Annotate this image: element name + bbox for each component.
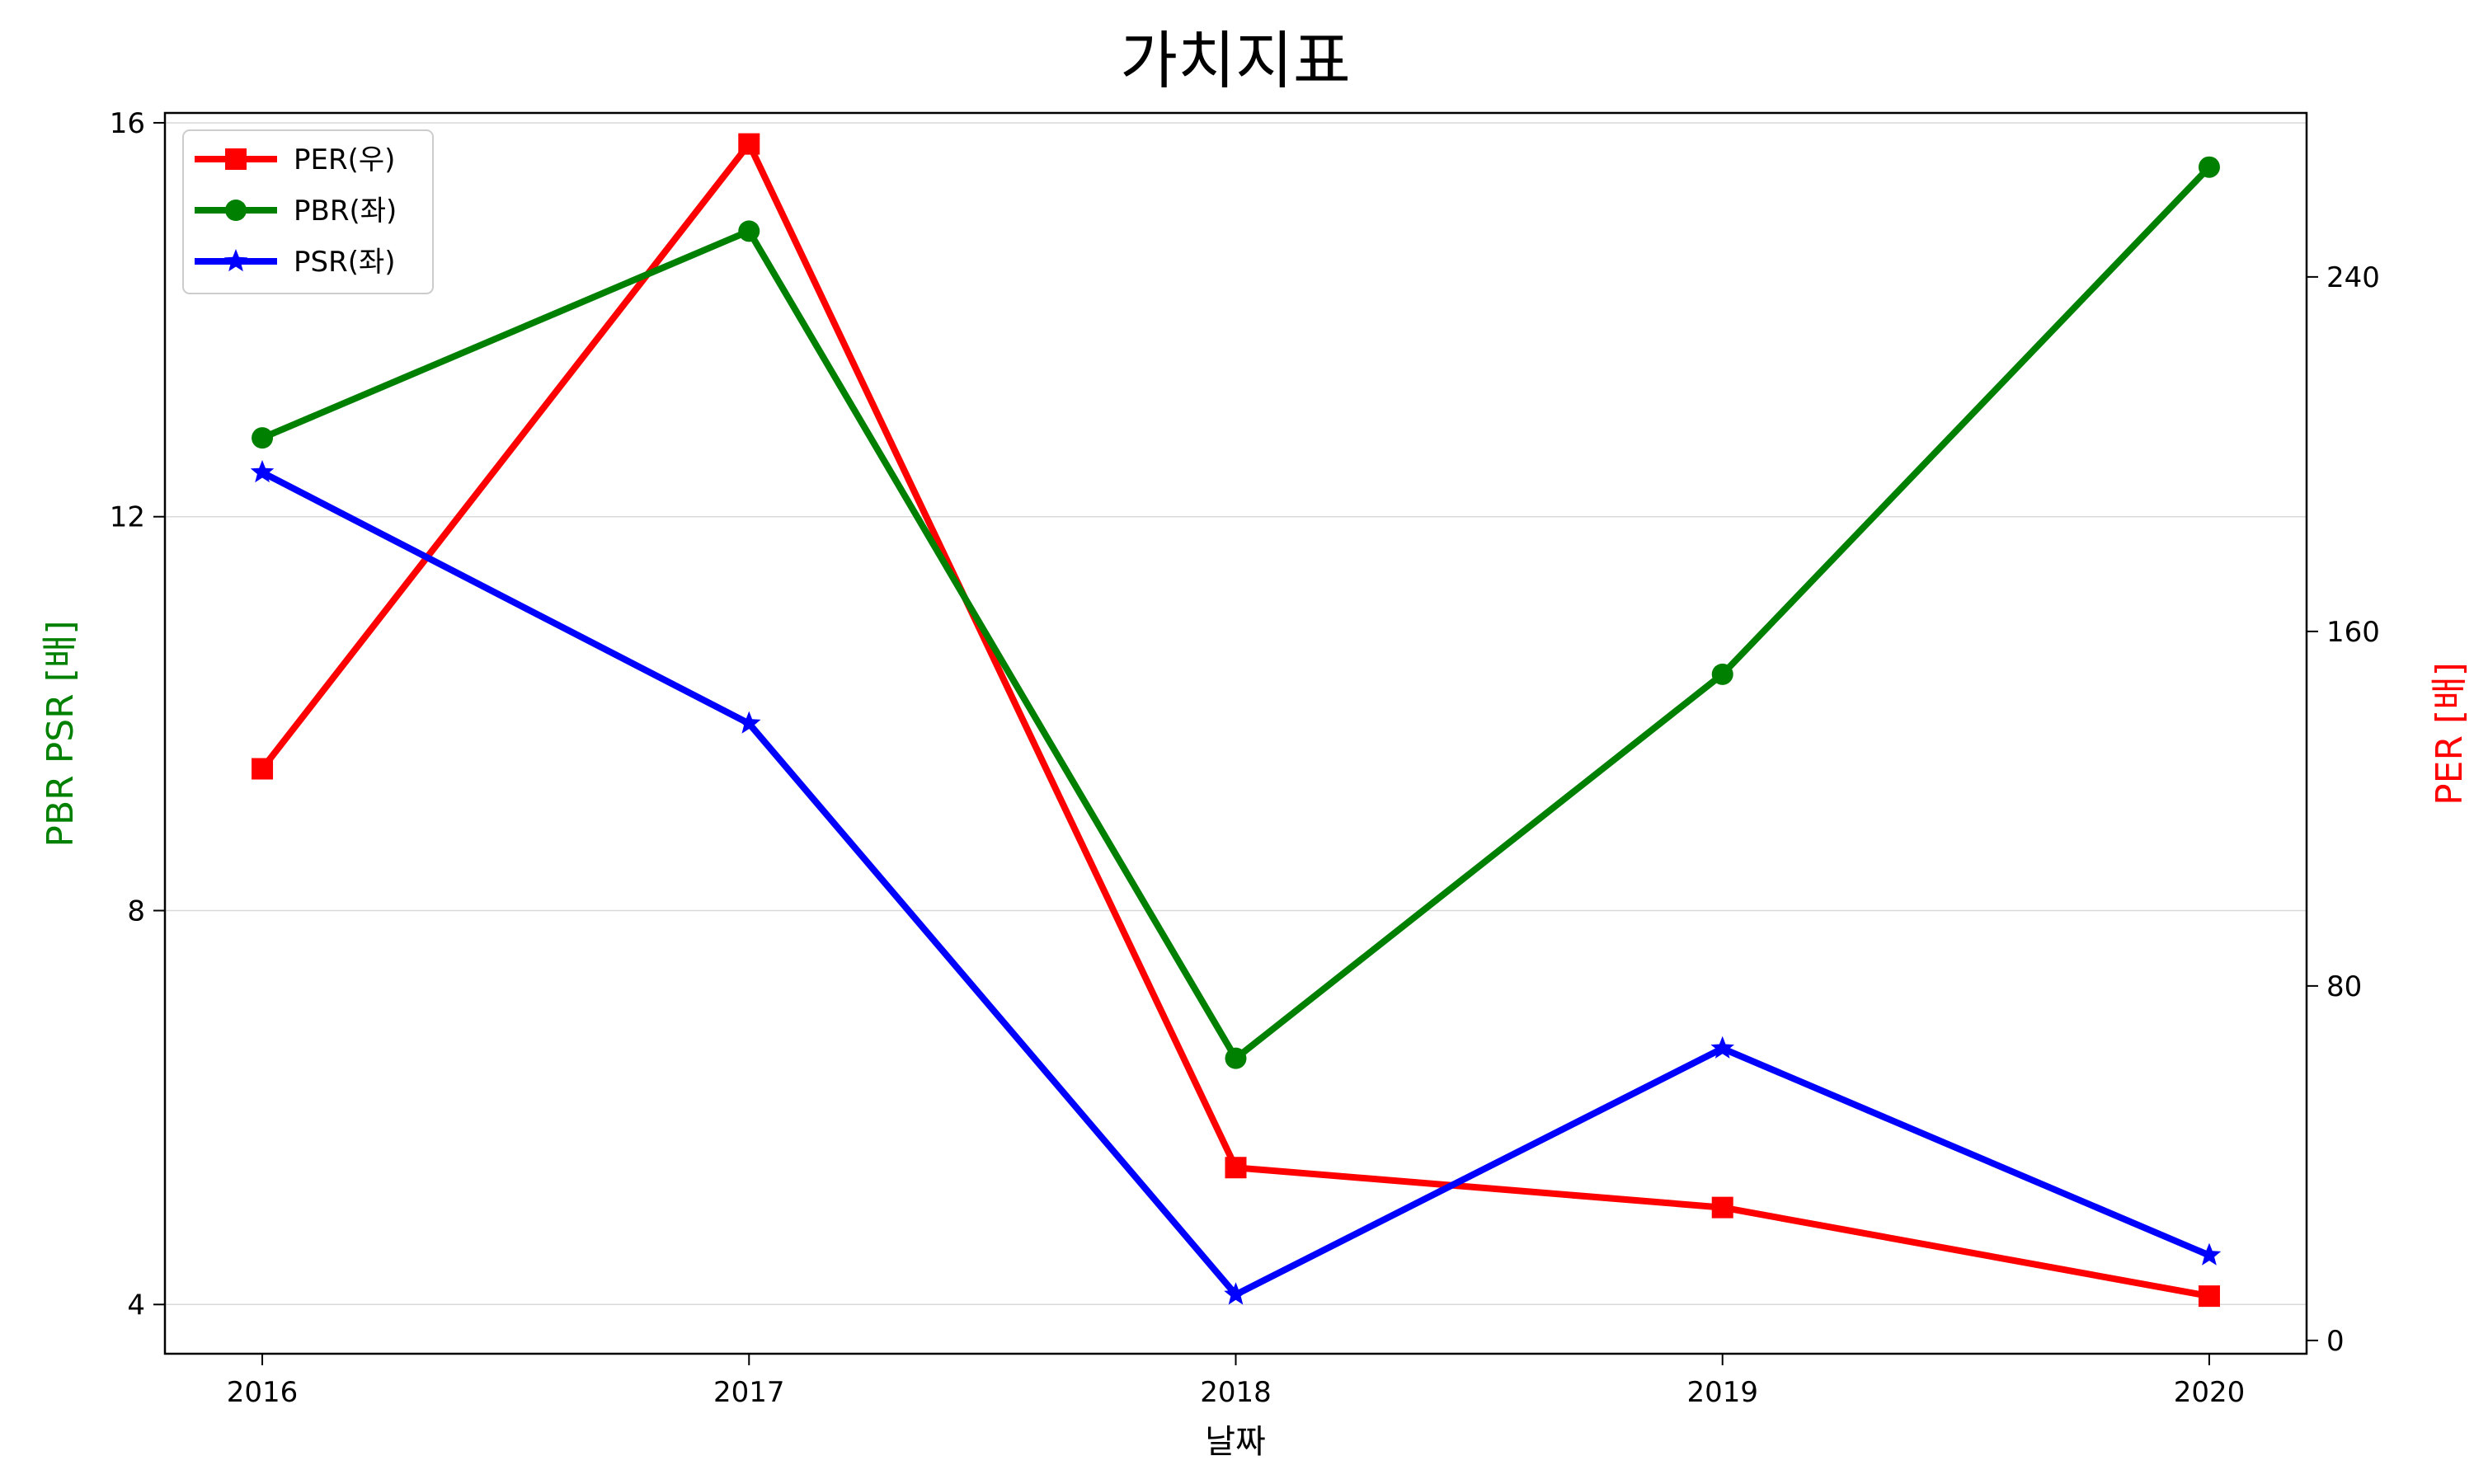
data-point-pbr — [1225, 1047, 1247, 1069]
series-psr — [250, 460, 2222, 1305]
left-y-tick-label: 16 — [110, 107, 145, 140]
legend-label-per: PER(우) — [294, 143, 395, 176]
right-y-tick-label: 160 — [2326, 616, 2380, 649]
left-y-tick-label: 8 — [127, 895, 145, 928]
x-axis-label: 날짜 — [1205, 1423, 1266, 1461]
data-point-psr — [2197, 1242, 2222, 1266]
legend-marker-pbr — [225, 200, 247, 221]
data-point-psr — [1224, 1282, 1248, 1305]
series-layer — [250, 133, 2222, 1308]
data-point-pbr — [252, 427, 274, 449]
right-y-tick-label: 240 — [2326, 261, 2380, 294]
chart-title: 가치지표 — [1120, 24, 1351, 97]
right-y-tick-label: 80 — [2326, 970, 2362, 1003]
left-y-axis: 4 8 12 16 — [110, 107, 165, 1322]
legend-marker-psr — [223, 249, 248, 272]
data-point-psr — [250, 460, 275, 483]
x-tick-label: 2019 — [1686, 1376, 1758, 1409]
data-point-pbr — [1711, 663, 1733, 685]
data-point-psr — [1710, 1036, 1734, 1059]
data-point-per — [738, 133, 760, 155]
left-y-axis-label: PBR PSR [배] — [40, 620, 82, 847]
data-point-pbr — [738, 220, 760, 242]
data-point-psr — [737, 711, 761, 734]
left-y-tick-label: 12 — [110, 501, 145, 534]
legend: PER(우) PBR(좌) PSR(좌) — [182, 129, 434, 294]
x-tick-label: 2017 — [713, 1376, 785, 1409]
series-line-pbr — [259, 163, 2213, 1062]
right-y-axis: 0 80 160 240 — [2307, 261, 2380, 1358]
data-point-per — [2198, 1285, 2220, 1308]
right-y-axis-label: PER [배] — [2429, 662, 2471, 805]
data-point-per — [1711, 1196, 1733, 1219]
legend-label-psr: PSR(좌) — [294, 246, 396, 279]
x-tick-label: 2020 — [2174, 1376, 2246, 1409]
series-per — [252, 133, 2220, 1308]
right-y-tick-label: 0 — [2326, 1325, 2345, 1358]
legend-box — [182, 129, 434, 294]
x-axis: 2016 2017 2018 2019 2020 — [227, 1354, 2245, 1409]
data-point-pbr — [2198, 156, 2220, 178]
x-tick-label: 2016 — [227, 1376, 299, 1409]
left-y-tick-label: 4 — [127, 1289, 145, 1322]
x-tick-label: 2018 — [1200, 1376, 1272, 1409]
series-pbr — [252, 156, 2220, 1069]
grid — [165, 122, 2307, 1306]
data-point-per — [252, 758, 274, 780]
legend-marker-per — [225, 148, 247, 170]
legend-label-pbr: PBR(좌) — [294, 195, 397, 228]
data-point-per — [1225, 1157, 1247, 1179]
